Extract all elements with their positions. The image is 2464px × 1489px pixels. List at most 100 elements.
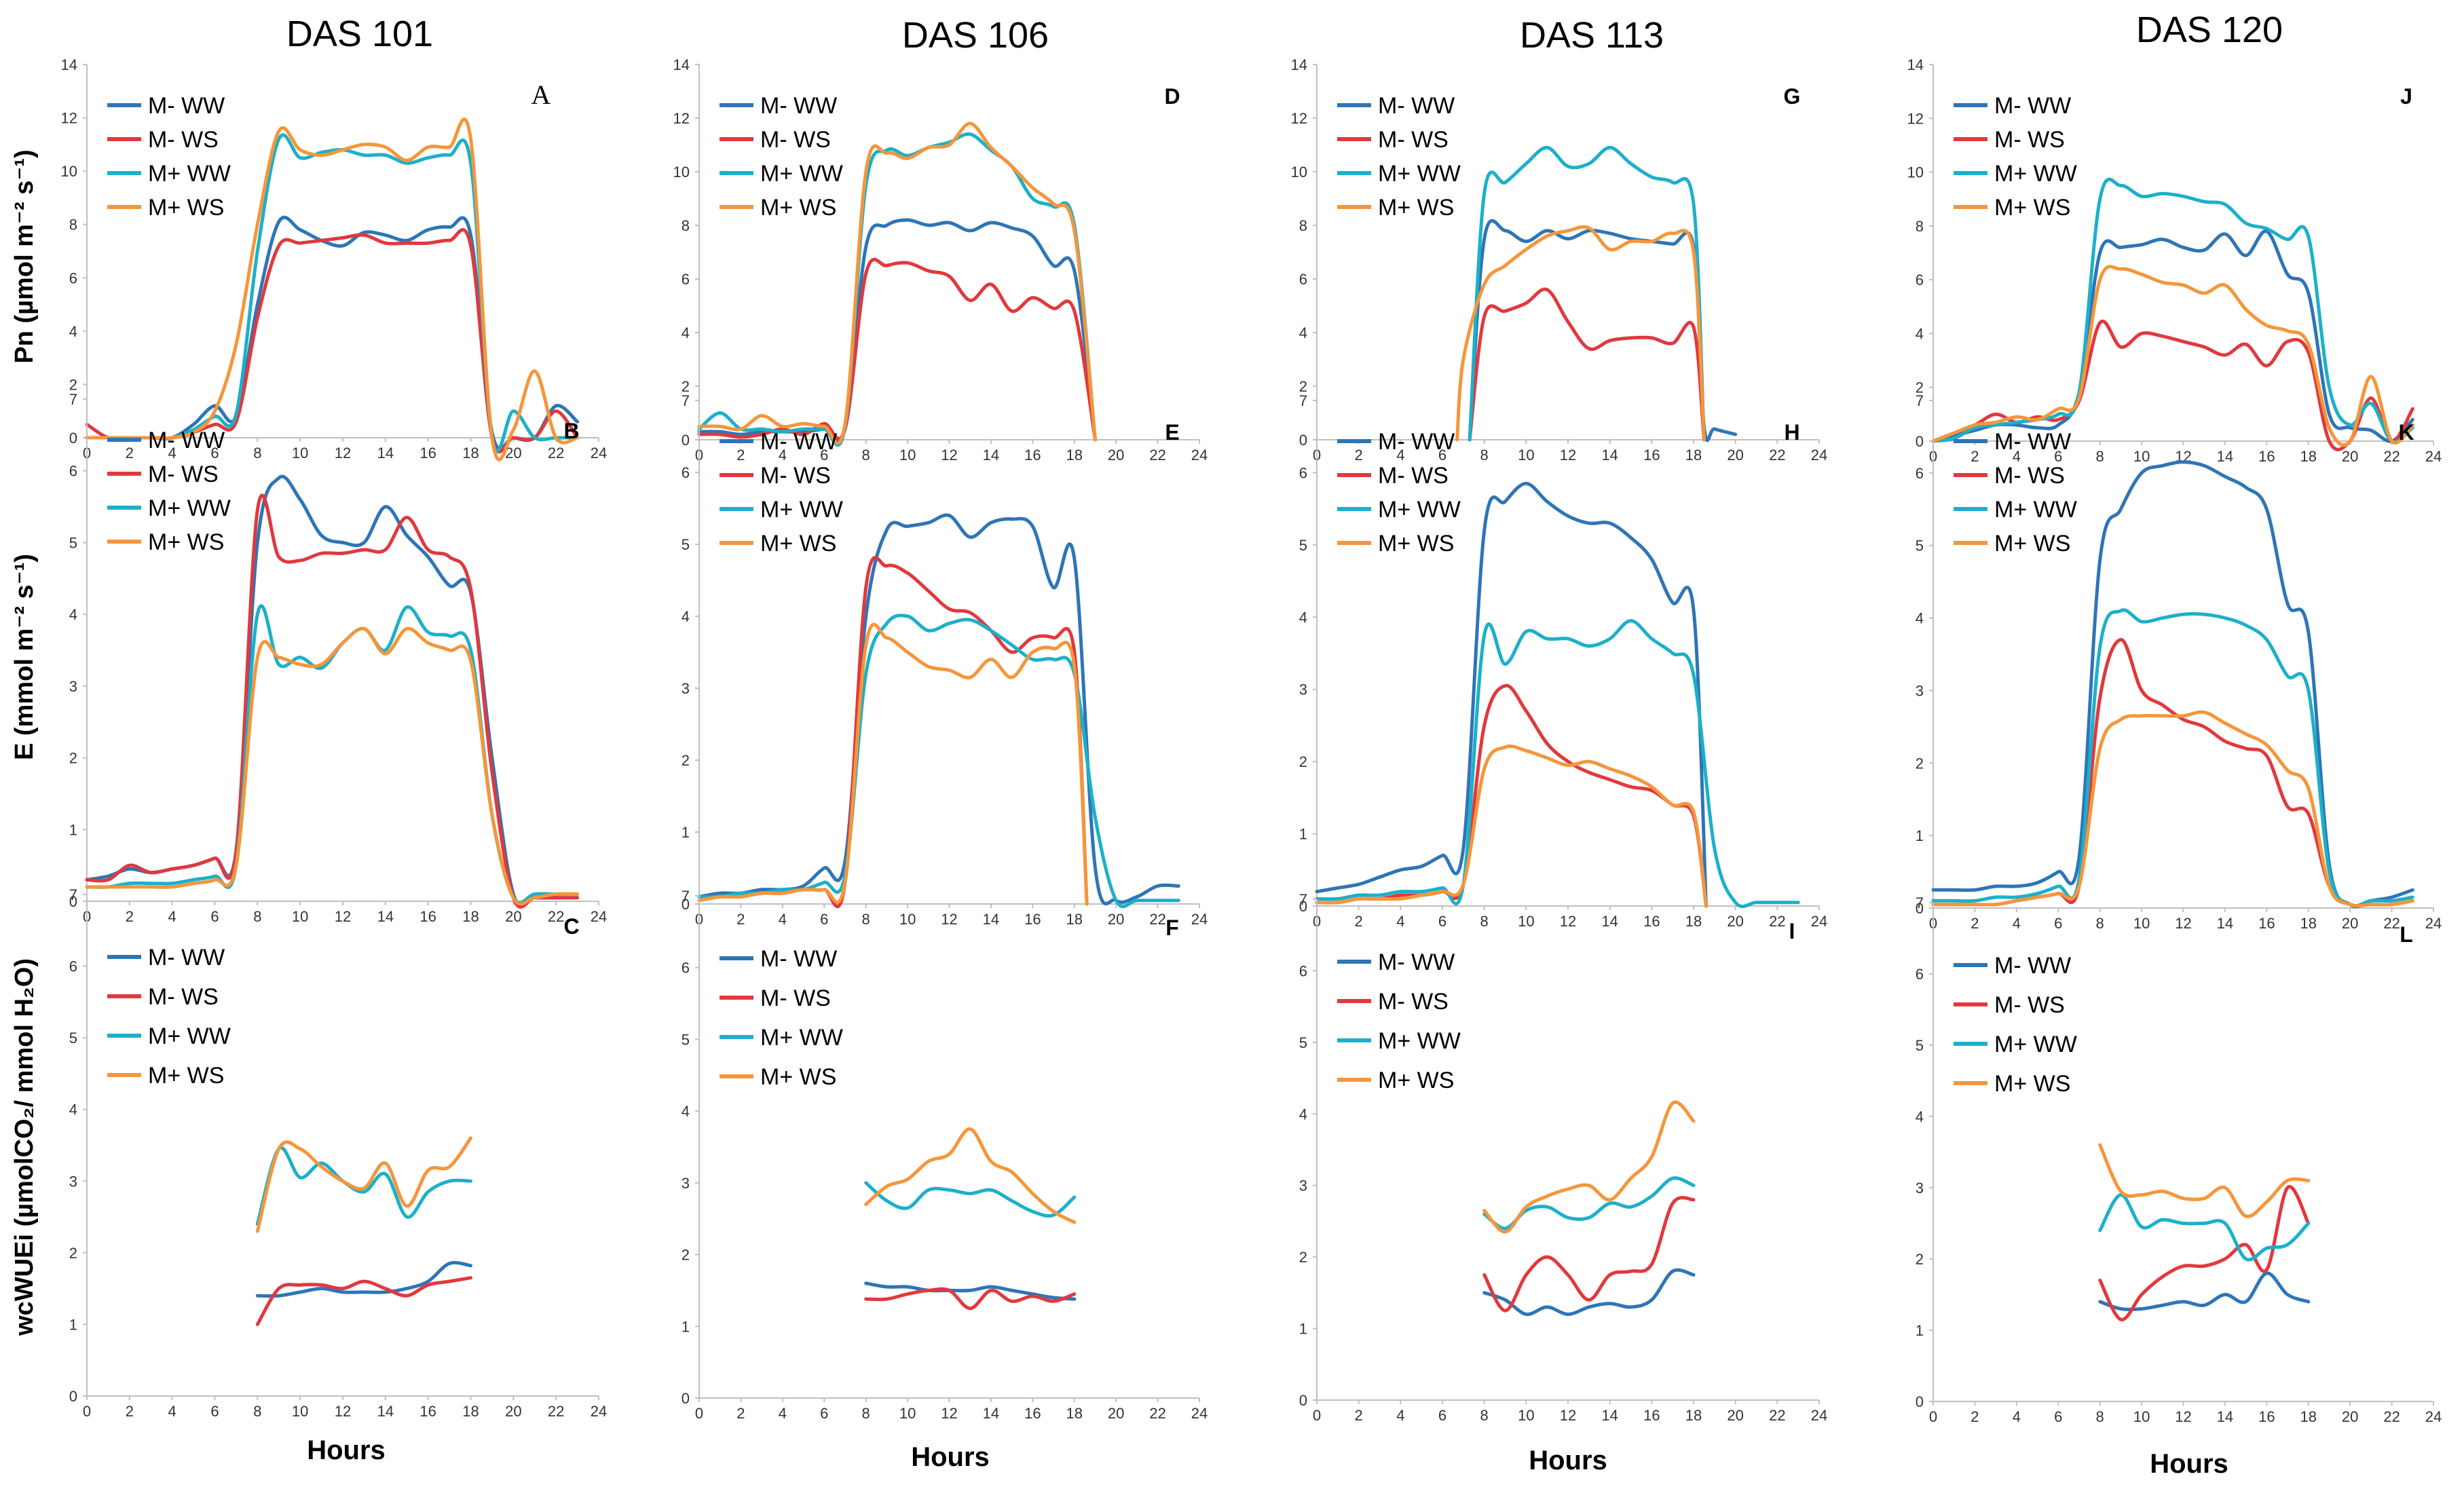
x-tick-label: 10: [292, 1403, 308, 1420]
series-line-m-ws: [85, 493, 580, 909]
y-tick-label: 8: [1916, 218, 1924, 235]
y-tick-label: 1: [1299, 826, 1307, 843]
x-tick-label: 22: [1149, 1405, 1165, 1422]
y-tick-label: 12: [61, 110, 77, 127]
series-line-m-ws: [1315, 683, 1708, 908]
x-tick-label: 6: [1438, 447, 1446, 464]
x-tick-label: 2: [1971, 1408, 1979, 1425]
x-tick-label: 8: [862, 1405, 870, 1422]
y-tick-label: 6: [69, 269, 77, 286]
series-line-m-ws: [1931, 710, 2414, 908]
y-tick-label: 12: [1291, 110, 1307, 127]
panel-k: 01234567024681012141618202224KM- WWM- WS…: [1916, 392, 2442, 932]
y-tick-label: 0: [1299, 432, 1307, 449]
panel-j: 02468101214024681012141618202224JM- WWM-…: [1907, 56, 2442, 465]
x-tick-label: 18: [1066, 447, 1083, 464]
y-tick-label: 1: [1916, 1322, 1924, 1339]
legend-label: M+ WW: [760, 497, 843, 523]
series-line-m-ws: [85, 117, 580, 461]
series-line-m-ww: [864, 1181, 1077, 1218]
x-tick-label: 6: [820, 911, 828, 928]
x-tick-label: 16: [1024, 447, 1041, 464]
x-tick-label: 12: [1560, 913, 1576, 930]
x-tick-label: 12: [1560, 1407, 1576, 1424]
series-line-m-ws: [1482, 1196, 1696, 1313]
x-tick-label: 6: [820, 447, 828, 464]
series-line-m-ws: [2098, 1143, 2311, 1218]
x-tick-label: 12: [941, 447, 957, 464]
legend-label: M- WW: [148, 945, 225, 970]
xlabel-col-3: Hours: [1529, 1446, 1607, 1475]
panel-h: 01234567024681012141618202224HM- WWM- WS…: [1299, 392, 1827, 930]
y-tick-label: 3: [1916, 682, 1924, 699]
legend: M- WW M- WS M+ WW M+ WS: [1954, 953, 2077, 1097]
y-tick-label: 3: [69, 678, 77, 695]
legend-label: M- WS: [1994, 127, 2065, 153]
x-tick-label: 4: [1396, 447, 1404, 464]
x-tick-label: 24: [1811, 913, 1827, 930]
y-tick-label: 0: [1299, 1392, 1307, 1409]
legend-label: M- WW: [1994, 93, 2071, 119]
legend-label: M+ WS: [1378, 531, 1454, 557]
x-tick-label: 18: [2300, 448, 2317, 465]
legend-label: M+ WS: [760, 1064, 836, 1090]
y-tick-label: 3: [1299, 1177, 1307, 1194]
y-tick-label: 14: [61, 56, 77, 73]
x-tick-label: 22: [1149, 911, 1165, 928]
y-tick-label: 4: [1916, 1108, 1924, 1125]
y-tick-label: 4: [1916, 610, 1924, 627]
x-tick-label: 8: [253, 908, 261, 925]
y-tick-label: 1: [682, 1318, 690, 1335]
legend-label: M- WS: [1378, 463, 1449, 489]
x-tick-label: 14: [983, 911, 999, 928]
series-line-m-ws: [697, 556, 1089, 909]
y-tick-label: 6: [1299, 271, 1307, 288]
x-tick-label: 12: [2175, 1408, 2191, 1425]
y-tick-label: 2: [69, 1245, 77, 1262]
y-tick-label: 6: [1299, 962, 1307, 979]
panel-letter: D: [1164, 84, 1180, 109]
x-tick-label: 18: [1685, 1407, 1702, 1424]
legend-label: M+ WS: [760, 195, 836, 221]
y-tick-label: 14: [1907, 56, 1924, 73]
series-line-m-ws: [2098, 1184, 2311, 1321]
y-tick-label: 7: [69, 886, 77, 903]
y-tick-label: 4: [69, 606, 77, 623]
x-tick-label: 24: [591, 1403, 607, 1420]
x-tick-label: 18: [1685, 447, 1702, 464]
x-tick-label: 24: [2425, 448, 2442, 465]
x-tick-label: 16: [1643, 1407, 1660, 1424]
x-tick-label: 10: [1518, 913, 1534, 930]
y-tick-label: 2: [682, 752, 690, 769]
x-tick-label: 4: [168, 445, 176, 461]
legend-label: M+ WW: [1378, 497, 1461, 523]
x-tick-label: 6: [210, 908, 219, 925]
y-tick-label: 4: [682, 324, 690, 341]
x-tick-label: 20: [2342, 1408, 2358, 1425]
series-line-m-ws: [85, 228, 580, 454]
x-tick-label: 14: [377, 908, 394, 925]
x-tick-label: 16: [1024, 1405, 1041, 1422]
panel-letter: A: [531, 79, 551, 110]
x-tick-label: 12: [1560, 447, 1576, 464]
y-tick-label: 2: [1299, 378, 1307, 395]
x-tick-label: 22: [2383, 448, 2400, 465]
panel-letter: H: [1784, 420, 1799, 445]
x-tick-label: 12: [335, 908, 351, 925]
x-tick-label: 16: [1643, 447, 1660, 464]
y-tick-label: 6: [1916, 271, 1924, 288]
legend: M- WW M- WS M+ WW M+ WS: [720, 429, 843, 557]
x-tick-label: 8: [862, 911, 870, 928]
legend-label: M+ WS: [148, 529, 224, 555]
y-tick-label: 5: [682, 536, 690, 553]
y-tick-label: 4: [1299, 1106, 1307, 1123]
x-tick-label: 20: [1108, 1405, 1124, 1422]
series-line-m-ws: [255, 1136, 472, 1233]
series-line-m-ww: [1931, 229, 2414, 443]
ylabel-e: E (mmol m⁻² s⁻¹): [10, 554, 39, 760]
x-tick-label: 10: [899, 447, 916, 464]
legend-label: M- WW: [148, 93, 225, 119]
x-tick-label: 12: [2175, 915, 2191, 932]
